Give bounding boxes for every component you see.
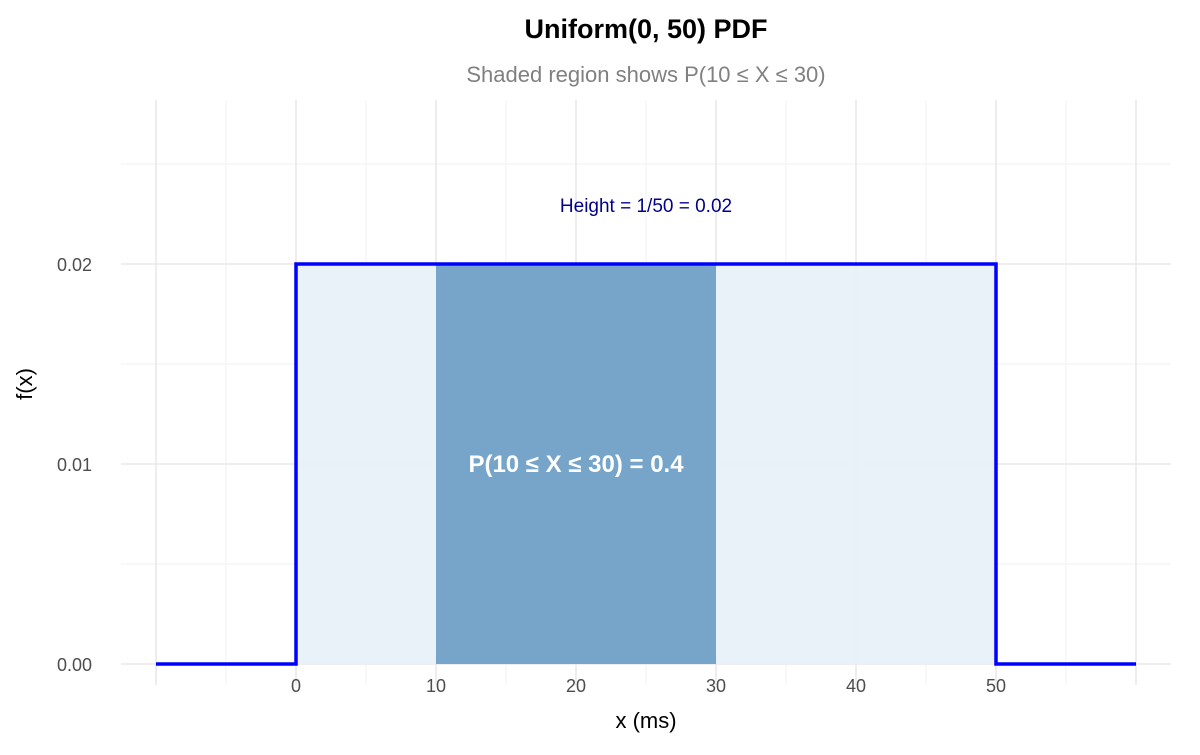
x-tick-label: 0 — [291, 676, 301, 696]
x-axis-label: x (ms) — [615, 708, 676, 733]
y-axis-label: f(x) — [12, 368, 37, 400]
y-tick-label: 0.00 — [57, 655, 92, 675]
y-tick-label: 0.01 — [57, 455, 92, 475]
pdf-line — [156, 262, 1136, 666]
chart-title: Uniform(0, 50) PDF — [524, 14, 767, 44]
chart-subtitle: Shaded region shows P(10 ≤ X ≤ 30) — [466, 62, 825, 87]
x-tick-label: 50 — [986, 676, 1006, 696]
ticks: 0 10 20 30 40 50 0.00 0.01 0.02 — [57, 255, 1006, 696]
x-tick-label: 30 — [706, 676, 726, 696]
marks: Height = 1/50 = 0.02 P(10 ≤ X ≤ 30) = 0.4 — [156, 196, 1136, 666]
x-tick-label: 20 — [566, 676, 586, 696]
height-annotation: Height = 1/50 = 0.02 — [560, 196, 732, 217]
probability-annotation: P(10 ≤ X ≤ 30) = 0.4 — [468, 451, 684, 478]
x-tick-label: 40 — [846, 676, 866, 696]
shaded-region — [436, 264, 716, 664]
y-tick-label: 0.02 — [57, 255, 92, 275]
x-tick-label: 10 — [426, 676, 446, 696]
